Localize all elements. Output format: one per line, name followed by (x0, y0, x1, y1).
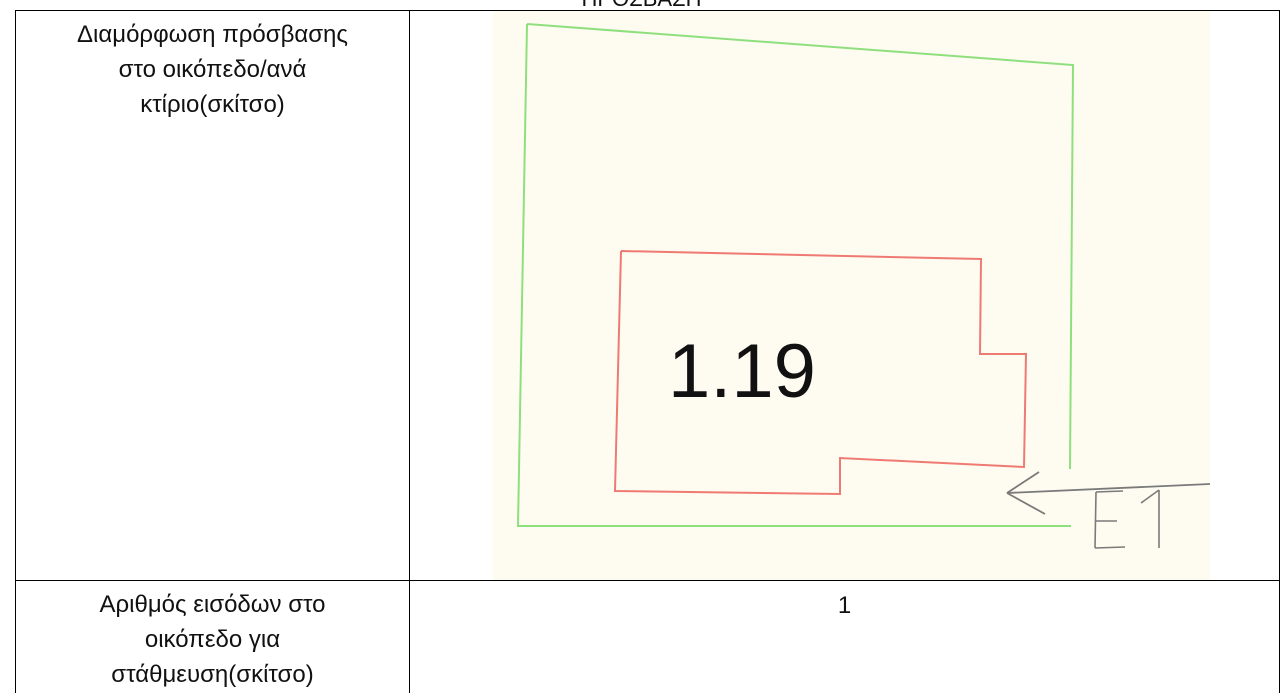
table-row: Αριθμός εισόδων στο οικόπεδο για στάθμευ… (16, 581, 1279, 693)
access-table: Διαμόρφωση πρόσβασης στο οικόπεδο/ανά κτ… (15, 10, 1280, 693)
row-label-line: κτίριο(σκίτσο) (140, 91, 285, 118)
row-label-line: στο οικόπεδο/ανά (118, 56, 307, 83)
building-number: 1.19 (668, 329, 816, 414)
row-label-line: Αριθμός εισόδων στο (99, 591, 326, 618)
row-label-cell: Αριθμός εισόδων στο οικόπεδο για στάθμευ… (16, 581, 409, 693)
row-value-cell: 1.19 (410, 11, 1279, 580)
entrance-count-value: 1 (837, 592, 852, 619)
building-outline (613, 250, 1028, 496)
plot-outline-left (516, 23, 1071, 527)
row-label-line: οικόπεδο για (144, 626, 281, 653)
site-sketch-drawing: 1.19 (516, 23, 1210, 549)
site-sketch: 1.19 (493, 11, 1210, 580)
row-label-line: Διαμόρφωση πρόσβασης (77, 21, 348, 48)
entrance-marker (1006, 471, 1210, 515)
plot-outline (526, 23, 1075, 470)
section-title: ΠΡΟΣΒΑΣΗ (0, 0, 1283, 10)
table-row: Διαμόρφωση πρόσβασης στο οικόπεδο/ανά κτ… (16, 11, 1279, 581)
row-label-line: στάθμευση(σκίτσο) (111, 661, 314, 688)
row-value-cell: 1 (410, 581, 1279, 693)
column-divider (409, 11, 410, 693)
row-label-cell: Διαμόρφωση πρόσβασης στο οικόπεδο/ανά κτ… (16, 11, 409, 580)
entrance-label (1094, 489, 1160, 549)
